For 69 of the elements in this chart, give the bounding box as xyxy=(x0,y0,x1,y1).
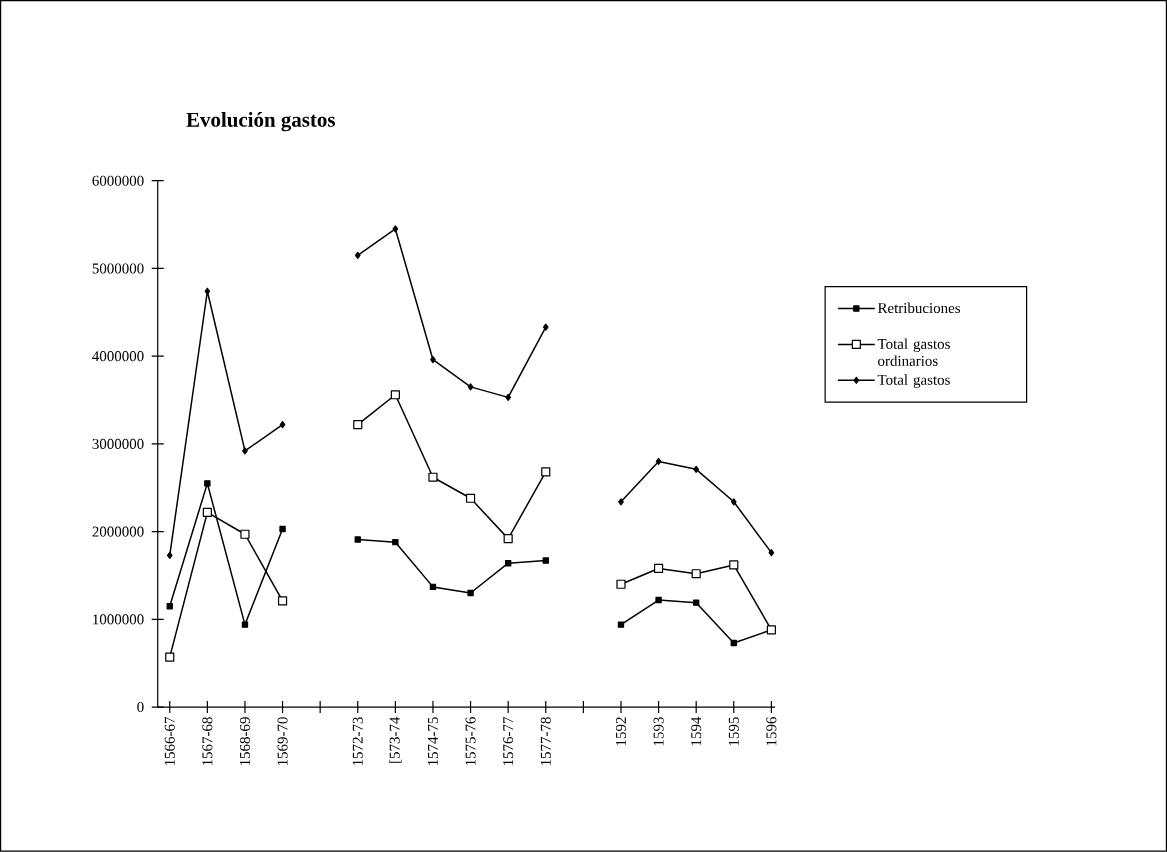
point xyxy=(692,599,700,606)
point xyxy=(204,287,211,295)
legend-label: Total gastos xyxy=(877,374,950,389)
point xyxy=(279,421,286,429)
x-tick-label: 1595 xyxy=(728,717,739,746)
point xyxy=(429,583,437,591)
point xyxy=(730,498,737,506)
point xyxy=(730,639,737,647)
point xyxy=(353,420,363,430)
point xyxy=(240,529,250,539)
chart-title: Evolución gastos xyxy=(186,112,335,132)
point xyxy=(165,652,175,662)
x-tick-label: 1594 xyxy=(691,716,702,746)
y-tick-label: 3000000 xyxy=(92,438,144,450)
point xyxy=(653,563,664,574)
point xyxy=(277,596,288,606)
point xyxy=(204,480,211,487)
x-tick-label: 1592 xyxy=(615,717,626,746)
point xyxy=(354,536,361,543)
x-tick-label: 1574-75 xyxy=(427,717,438,766)
point xyxy=(504,560,512,567)
point xyxy=(242,447,248,455)
legend-label: Total gastos ordinarios xyxy=(877,338,950,367)
x-tick-label: 1577-78 xyxy=(540,717,551,766)
x-tick-label: 1572-73 xyxy=(352,717,363,766)
x-tick-label: 1569-70 xyxy=(277,717,288,766)
y-tick-label: 4000000 xyxy=(92,351,144,362)
point xyxy=(465,493,476,503)
x-tick-label: 1593 xyxy=(653,717,664,746)
point xyxy=(617,621,625,628)
point xyxy=(505,393,512,402)
point xyxy=(392,539,399,546)
y-tick-label: 6000000 xyxy=(92,175,144,186)
point xyxy=(616,579,626,589)
point xyxy=(655,596,662,604)
point xyxy=(354,251,361,259)
x-tick-label: [573-74 xyxy=(389,716,402,763)
point xyxy=(428,472,438,482)
point xyxy=(392,225,399,233)
point xyxy=(279,525,286,533)
x-tick-label: 1566-67 xyxy=(164,717,175,766)
point xyxy=(430,356,436,364)
point xyxy=(691,569,701,579)
y-tick-label: 5000000 xyxy=(92,263,144,274)
point xyxy=(202,507,212,518)
point xyxy=(768,549,775,557)
y-tick-label: 1000000 xyxy=(93,614,144,625)
point xyxy=(503,534,513,544)
point xyxy=(618,498,624,506)
point xyxy=(241,621,249,628)
legend-label: Retribuciones xyxy=(877,302,961,314)
point xyxy=(693,465,700,474)
point xyxy=(541,467,551,477)
x-tick-label: 1567-68 xyxy=(202,717,213,766)
x-tick-label: 1576-77 xyxy=(503,717,514,766)
x-tick-label: 1568-69 xyxy=(239,717,250,766)
point xyxy=(390,390,400,400)
point xyxy=(467,589,474,597)
y-tick-label: 0 xyxy=(137,702,144,713)
point xyxy=(166,603,173,610)
point xyxy=(542,323,549,331)
point xyxy=(467,383,474,391)
y-tick-label: 2000000 xyxy=(92,526,144,537)
point xyxy=(655,457,662,466)
x-tick-label: 1596 xyxy=(766,717,777,746)
point xyxy=(542,557,549,564)
x-tick-label: 1575-76 xyxy=(465,717,476,766)
point xyxy=(729,560,739,570)
point xyxy=(166,551,173,559)
